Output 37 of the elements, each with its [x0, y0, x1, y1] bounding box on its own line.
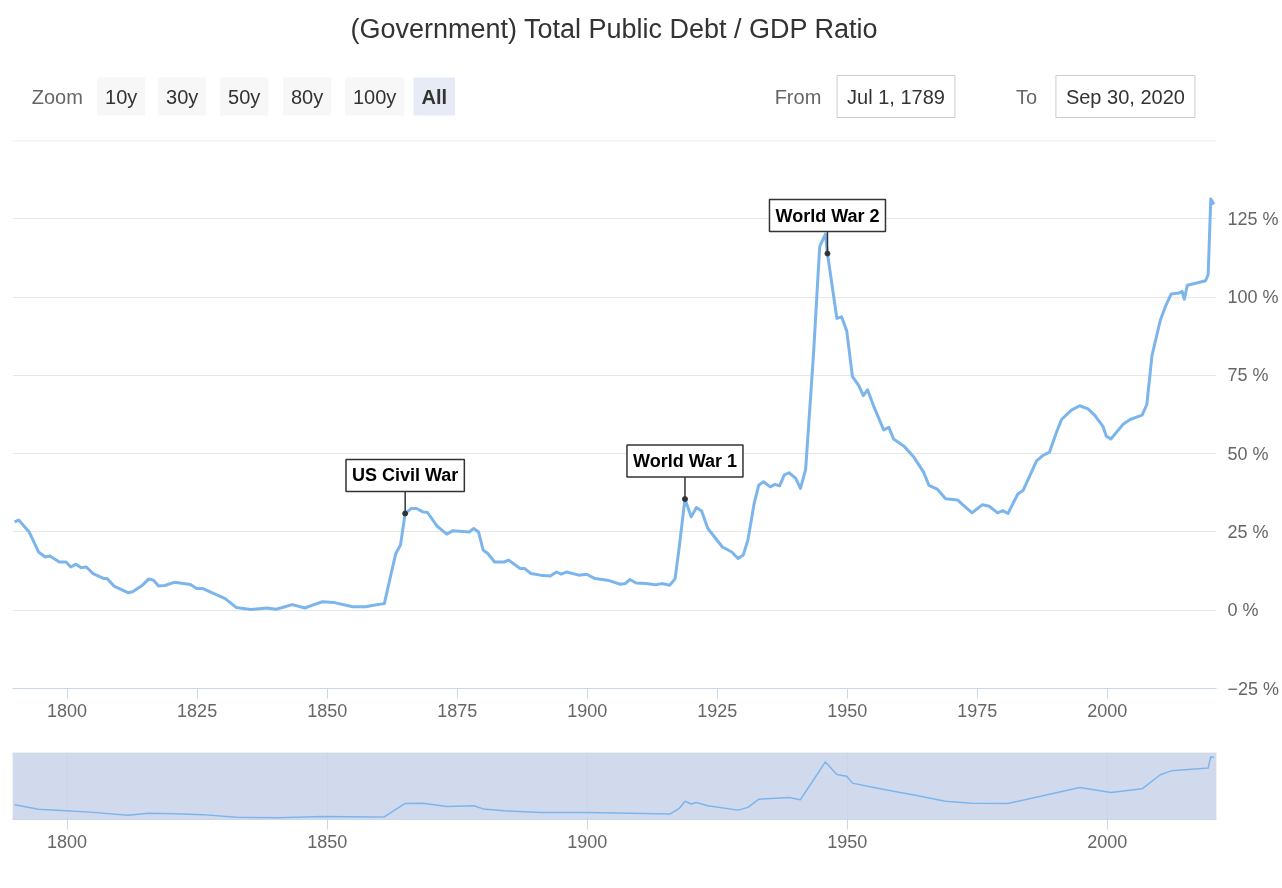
y-tick-label: 25 % — [1227, 521, 1269, 542]
y-tick-label: 100 % — [1227, 287, 1279, 308]
text: Zoom — [31, 85, 83, 108]
line-series — [13, 197, 1216, 612]
y-tick-label: 125 % — [1227, 208, 1279, 229]
text: All — [421, 85, 448, 108]
x-tick-label: 1850 — [307, 700, 348, 721]
x-tick-label: 1850 — [307, 831, 348, 852]
x-tick-label: 2000 — [1087, 831, 1128, 852]
x-tick-label: 1875 — [437, 700, 478, 721]
text: 30y — [166, 85, 199, 108]
text: 100y — [352, 85, 397, 108]
y-tick-label: 50 % — [1227, 443, 1269, 464]
text: From — [774, 85, 822, 108]
x-tick-label: 1900 — [567, 700, 608, 721]
text: To — [1016, 85, 1038, 108]
annotation: US Civil War — [351, 465, 459, 486]
y-tick-label: −25 % — [1227, 678, 1280, 699]
x-tick-label: 1800 — [47, 831, 88, 852]
annotation: World War 1 — [632, 451, 737, 472]
x-tick-label: 1900 — [567, 831, 608, 852]
annotation: World War 2 — [775, 205, 880, 226]
x-tick-label: 1800 — [47, 700, 88, 721]
chart-title: (Government) Total Public Debt / GDP Ratio — [350, 13, 878, 44]
x-tick-label: 2000 — [1087, 700, 1128, 721]
text: Jul 1, 1789 — [847, 85, 945, 108]
text: 80y — [290, 85, 324, 108]
x-tick-label: 1950 — [827, 700, 868, 721]
x-tick-label: 1925 — [697, 700, 738, 721]
text: 10y — [105, 85, 138, 108]
x-tick-label: 1950 — [827, 831, 868, 852]
y-tick-label: 75 % — [1227, 365, 1269, 386]
text: 50y — [228, 85, 261, 108]
x-tick-label: 1975 — [957, 700, 998, 721]
y-tick-label: 0 % — [1227, 600, 1259, 621]
x-tick-label: 1825 — [177, 700, 218, 721]
text: Sep 30, 2020 — [1065, 85, 1185, 108]
